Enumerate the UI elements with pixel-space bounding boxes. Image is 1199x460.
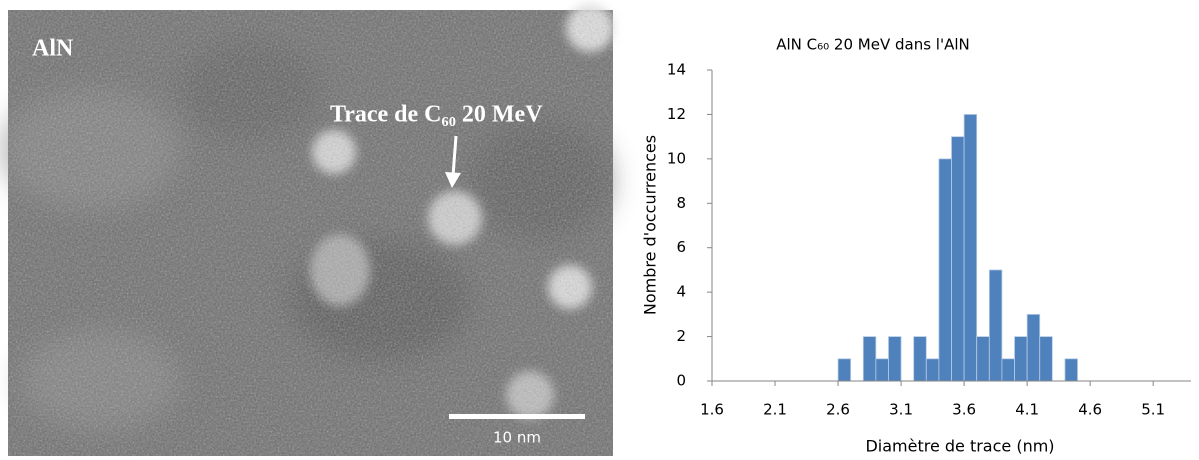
bar: [976, 336, 990, 382]
chart-title: AlN C₆₀ 20 MeV dans l'AlN: [776, 36, 969, 54]
bar: [888, 336, 902, 382]
bar: [862, 336, 877, 382]
bar: [1039, 336, 1053, 382]
bar: [963, 114, 978, 382]
scale-bar: [449, 414, 585, 419]
bar: [988, 269, 1003, 382]
x-tick-label: 3.6: [952, 401, 976, 419]
y-tick-label: 0: [676, 372, 686, 390]
x-tick-label: 5.1: [1141, 401, 1165, 419]
y-axis-label: Nombre d'occurrences: [641, 135, 660, 315]
x-tick-label: 4.1: [1015, 401, 1039, 419]
y-tick-label: 8: [676, 194, 686, 212]
bar: [925, 358, 940, 382]
bar: [875, 358, 889, 382]
chart: AlN C₆₀ 20 MeV dans l'AlN Diamètre de tr…: [641, 36, 1191, 456]
y-tick-label: 6: [676, 238, 686, 256]
scale-bar-label: 10 nm: [493, 429, 541, 447]
y-tick-label: 12: [667, 105, 686, 123]
bar: [913, 336, 927, 382]
bar: [837, 358, 852, 382]
annotation: Trace de C₆₀ 20 MeV: [330, 102, 543, 128]
bar: [1026, 313, 1041, 382]
bar: [1001, 358, 1015, 382]
arrow: [451, 135, 458, 177]
x-tick-label: 2.1: [763, 401, 787, 419]
arrow-head: [445, 172, 461, 188]
x-axis-label: Diamètre de trace (nm): [865, 437, 1054, 456]
x-tick-label: 1.6: [700, 401, 724, 419]
bar: [938, 158, 952, 382]
image-label: AlN: [32, 36, 74, 62]
x-tick-label: 3.1: [889, 401, 913, 419]
micrograph: AlN Trace de C₆₀ 20 MeV 10 nm: [0, 4, 614, 456]
x-tick-label: 4.6: [1078, 401, 1102, 419]
bar: [1064, 358, 1078, 382]
y-tick-label: 10: [667, 149, 686, 167]
y-tick-label: 2: [676, 327, 686, 345]
bar: [951, 136, 965, 382]
x-tick-label: 2.6: [826, 401, 850, 419]
bar: [1014, 336, 1028, 382]
y-tick-label: 14: [667, 61, 686, 79]
y-tick-label: 4: [676, 283, 686, 301]
